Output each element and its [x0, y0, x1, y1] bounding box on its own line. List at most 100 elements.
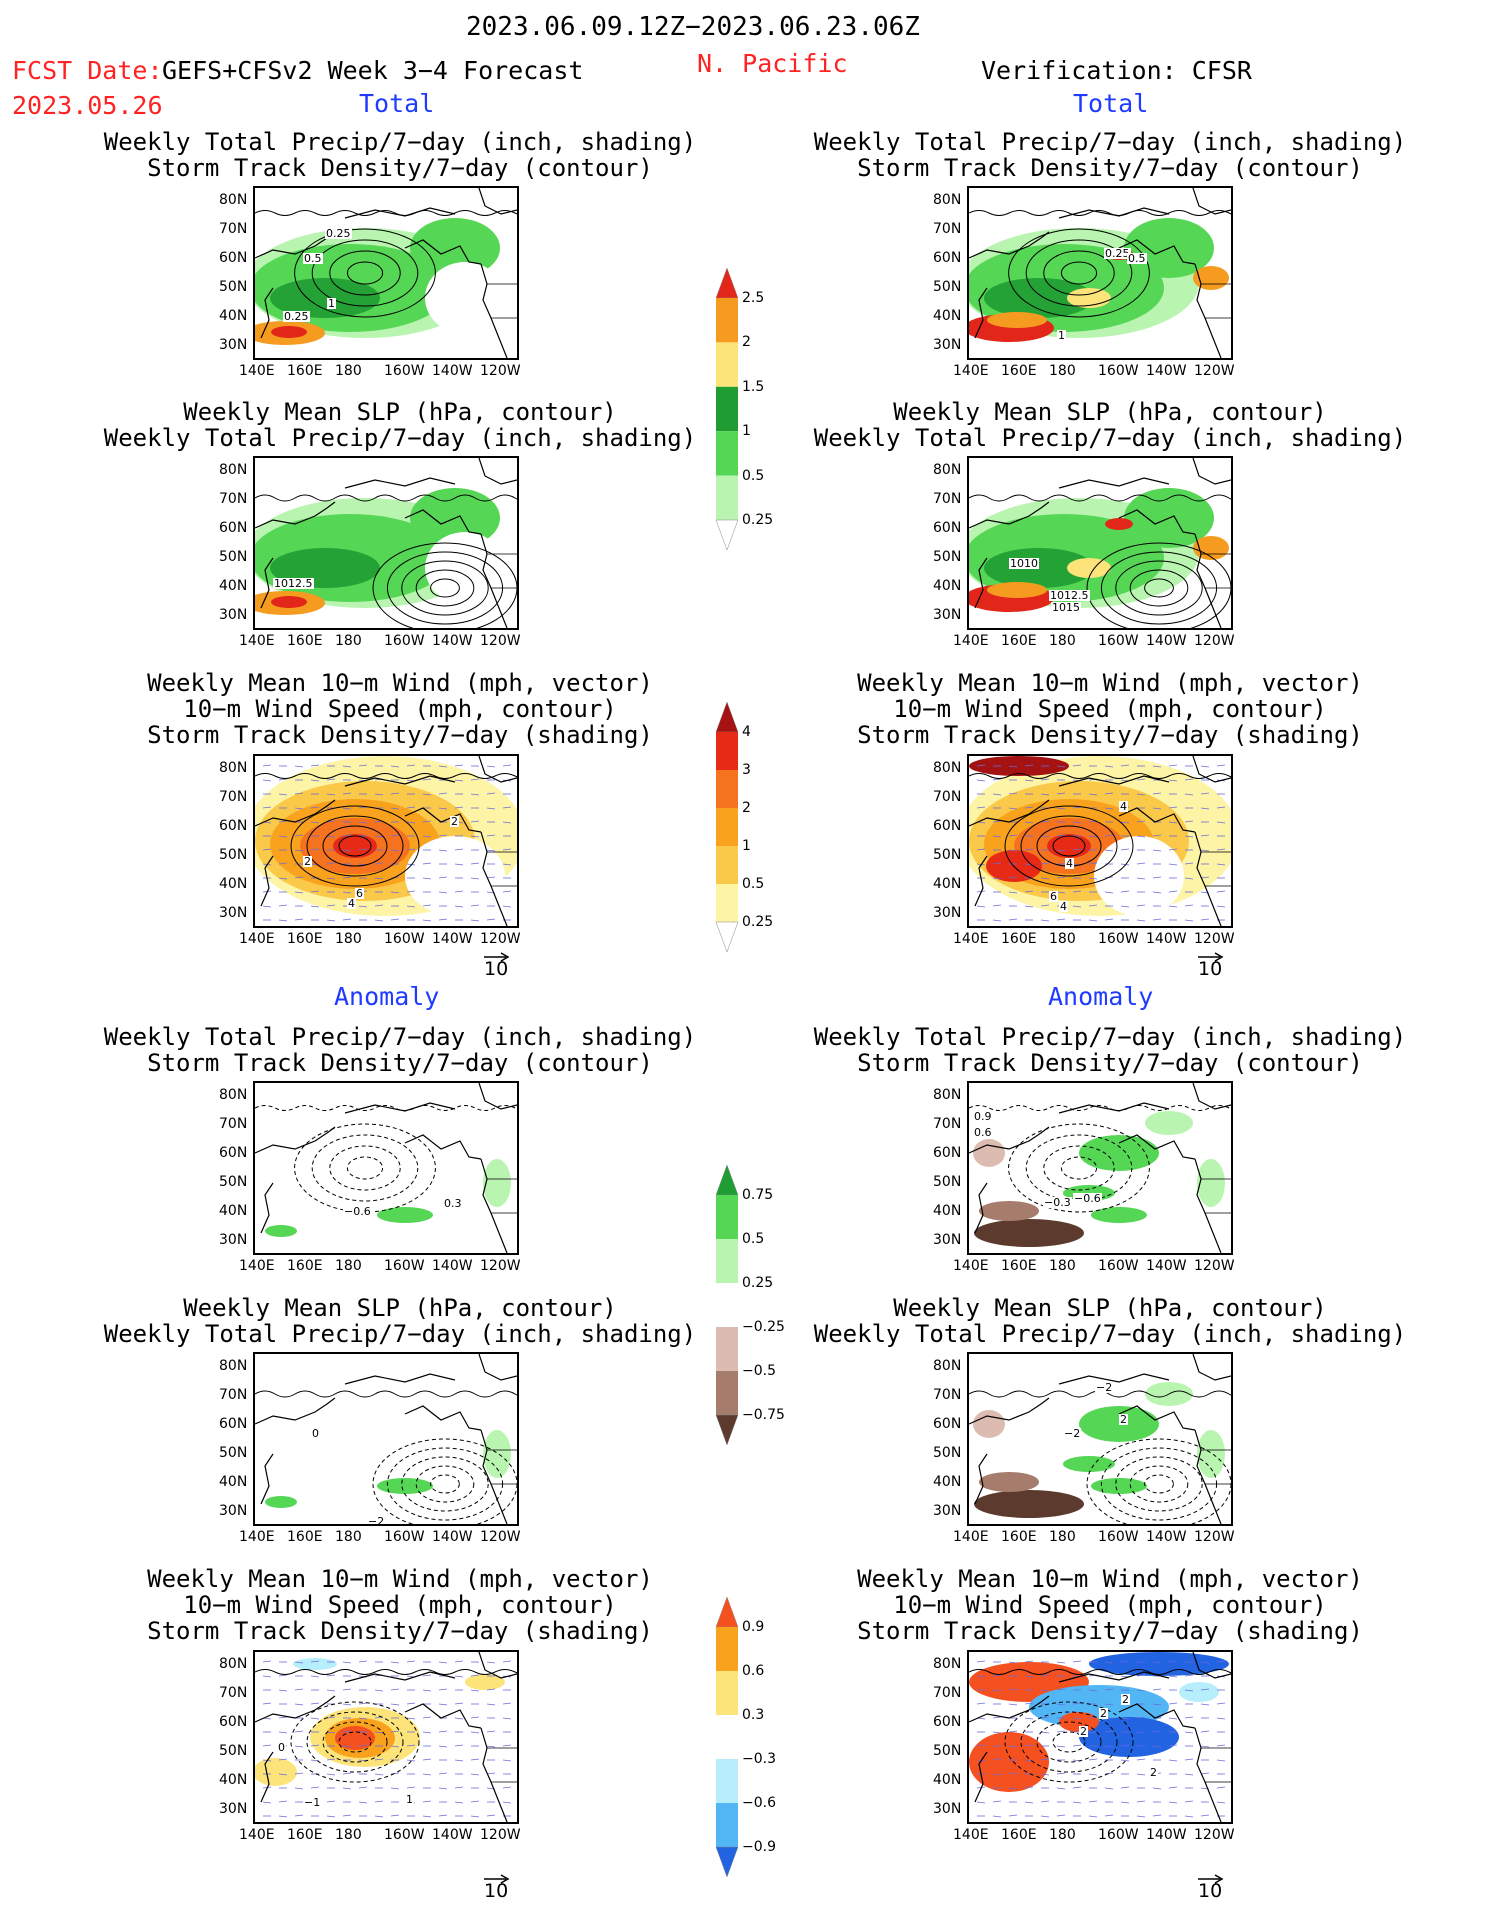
- contour-label: −0.3: [1043, 1196, 1072, 1209]
- wind-vector: [406, 764, 416, 767]
- wind-vector: [406, 863, 416, 866]
- lat-tick-label: 70N: [219, 789, 248, 805]
- wind-vector: [326, 1800, 336, 1803]
- wind-vector: [438, 1814, 448, 1817]
- coastline: [1192, 1083, 1231, 1110]
- wind-vector: [1088, 862, 1098, 865]
- map-panel-p1: 0.25 0.5 1 0.25: [253, 186, 519, 360]
- coastline: [1192, 756, 1231, 783]
- wind-vector: [1024, 890, 1034, 893]
- lat-tick-label: 50N: [933, 279, 962, 295]
- shade-region: [425, 262, 505, 334]
- wind-vector: [278, 1689, 288, 1692]
- wind-vector: [1056, 807, 1066, 810]
- colorbar-segment: [716, 342, 738, 387]
- shade-region: [465, 1674, 505, 1690]
- lon-tick-label: 160E: [1001, 931, 1037, 947]
- wind-vector: [454, 1801, 464, 1804]
- wind-vector: [1216, 890, 1226, 893]
- wind-vector: [992, 1773, 1002, 1776]
- shade-region: [1179, 1682, 1219, 1702]
- wind-vector: [1120, 1801, 1130, 1804]
- wind-vector: [278, 1716, 288, 1719]
- wind-vector: [342, 1661, 352, 1664]
- shade-region: [1193, 266, 1229, 290]
- wind-vector: [1008, 876, 1018, 879]
- lat-tick-label: 40N: [933, 1203, 962, 1219]
- contour-line: [430, 1474, 460, 1494]
- shade-region: [973, 1139, 1005, 1167]
- wind-vector: [470, 1815, 480, 1818]
- wind-vector: [502, 1786, 512, 1789]
- lon-tick-label: 160W: [1098, 363, 1139, 379]
- shade-region: [1067, 558, 1111, 578]
- wind-vector: [1200, 1772, 1210, 1775]
- wind-vector: [1024, 806, 1034, 809]
- wind-vector: [1024, 1786, 1034, 1789]
- wind-vector: [1184, 877, 1194, 880]
- lat-tick-label: 30N: [219, 337, 248, 353]
- wind-vector: [1184, 1731, 1194, 1734]
- wind-vector: [406, 890, 416, 893]
- contour-line: [329, 250, 401, 296]
- wind-vector: [390, 849, 400, 852]
- state-border: [487, 283, 517, 319]
- wind-vector: [1168, 764, 1178, 767]
- lon-tick-label: 120W: [480, 931, 521, 947]
- wind-vector: [1168, 890, 1178, 893]
- contour-label: 1: [327, 297, 336, 310]
- shade-region: [1145, 1111, 1193, 1135]
- shade-region: [974, 1219, 1084, 1247]
- lat-tick-label: 80N: [219, 462, 248, 478]
- contour-label: 4: [1065, 857, 1074, 870]
- colorbar-label: −0.6: [742, 1795, 776, 1811]
- contour-line: [1086, 542, 1231, 628]
- wind-vector: [310, 1675, 320, 1678]
- lon-tick-label: 120W: [1194, 1529, 1235, 1545]
- coastline: [344, 207, 456, 219]
- wind-vector: [294, 1772, 304, 1775]
- wind-vector: [1184, 1800, 1194, 1803]
- wind-vector: [1040, 862, 1050, 865]
- lat-tick-label: 40N: [933, 308, 962, 324]
- wind-vector: [406, 806, 416, 809]
- lon-tick-label: 120W: [1194, 1827, 1235, 1843]
- coastline: [1058, 1102, 1170, 1114]
- contour-line: [1036, 1721, 1102, 1763]
- wind-vector: [358, 806, 368, 809]
- lon-tick-label: 140E: [239, 363, 275, 379]
- colorbar-label: 0.9: [742, 1619, 765, 1635]
- shade-region: [255, 1758, 297, 1786]
- wind-vector: [358, 1786, 368, 1789]
- wind-vector: [1168, 1759, 1178, 1762]
- wind-vector: [358, 1744, 368, 1747]
- shade-region: [987, 312, 1047, 328]
- lon-tick-label: 140E: [953, 1529, 989, 1545]
- lat-tick-label: 70N: [219, 1685, 248, 1701]
- colorbar-bottom-arrow: [715, 519, 739, 551]
- vector-ref-p6-label: 10: [1198, 958, 1223, 980]
- contour-line: [1115, 1456, 1203, 1512]
- coastline: [974, 1182, 988, 1234]
- wind-vector: [1040, 1773, 1050, 1776]
- wind-vector: [992, 862, 1002, 865]
- contour-line: [1129, 1465, 1189, 1503]
- wind-vector: [326, 877, 336, 880]
- wind-vector: [278, 919, 288, 922]
- map-panel-p2: 1012.5: [253, 456, 519, 630]
- lon-tick-label: 120W: [1194, 633, 1235, 649]
- wind-vector: [422, 1773, 432, 1776]
- lat-tick-label: 50N: [219, 279, 248, 295]
- contour-label: −2: [1095, 1381, 1114, 1394]
- colorbar-segment: [716, 808, 738, 846]
- wind-vector: [438, 1730, 448, 1733]
- wind-vector: [1040, 1758, 1050, 1761]
- wind-vector: [1136, 862, 1146, 865]
- state-border: [1201, 553, 1231, 589]
- wind-vector: [1200, 1703, 1210, 1706]
- wind-vector: [454, 1759, 464, 1762]
- wind-vector: [1104, 1814, 1114, 1817]
- wind-vector: [262, 1702, 272, 1705]
- wind-vector: [1200, 1688, 1210, 1691]
- wind-vector: [1088, 1800, 1098, 1803]
